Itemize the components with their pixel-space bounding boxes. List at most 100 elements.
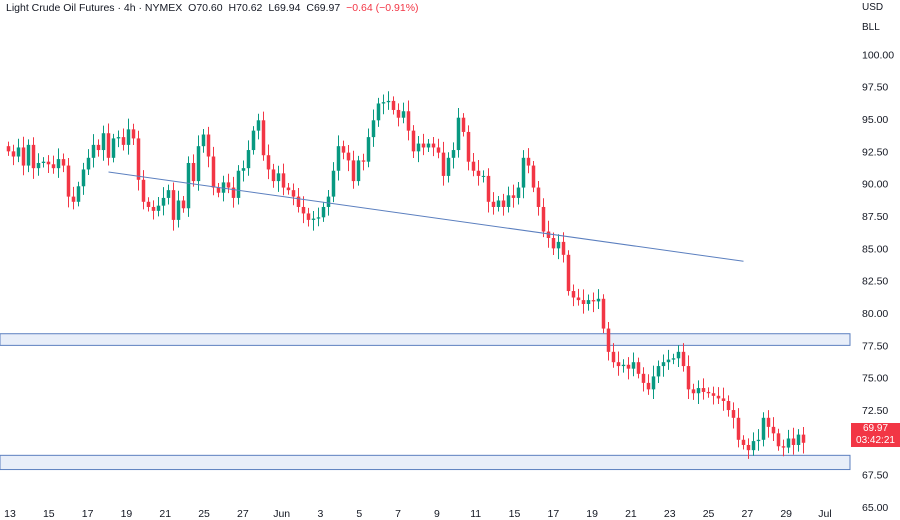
candle[interactable] — [371, 109, 376, 147]
candle[interactable] — [446, 152, 451, 183]
candle[interactable] — [111, 133, 116, 163]
candle[interactable] — [726, 395, 731, 417]
candle[interactable] — [491, 192, 496, 215]
candle[interactable] — [301, 196, 306, 224]
candle[interactable] — [561, 232, 566, 263]
candle[interactable] — [341, 140, 346, 160]
candle[interactable] — [671, 353, 676, 365]
candle[interactable] — [331, 162, 336, 203]
candle[interactable] — [256, 113, 261, 140]
candle[interactable] — [436, 138, 441, 159]
candle[interactable] — [506, 186, 511, 213]
candle[interactable] — [311, 210, 316, 231]
candle[interactable] — [771, 417, 776, 441]
candle[interactable] — [611, 343, 616, 368]
candle[interactable] — [391, 96, 396, 115]
candle[interactable] — [401, 102, 406, 124]
candle[interactable] — [306, 207, 311, 227]
candle[interactable] — [501, 193, 506, 216]
candle[interactable] — [31, 137, 36, 179]
candle[interactable] — [551, 232, 556, 255]
candle[interactable] — [106, 123, 111, 166]
candle[interactable] — [751, 432, 756, 456]
candle[interactable] — [266, 144, 271, 180]
candle[interactable] — [791, 427, 796, 455]
candle[interactable] — [736, 408, 741, 448]
candle[interactable] — [91, 134, 96, 168]
candle[interactable] — [786, 429, 791, 454]
candle[interactable] — [511, 184, 516, 208]
candle[interactable] — [66, 157, 71, 208]
candle[interactable] — [716, 387, 721, 404]
candle[interactable] — [661, 354, 666, 377]
candle[interactable] — [586, 294, 591, 311]
candle[interactable] — [206, 126, 211, 168]
candle[interactable] — [471, 153, 476, 177]
candle[interactable] — [796, 429, 801, 452]
candle[interactable] — [121, 128, 126, 151]
candle[interactable] — [516, 182, 521, 205]
candle[interactable] — [571, 284, 576, 307]
candle[interactable] — [291, 183, 296, 206]
candle[interactable] — [761, 412, 766, 447]
candle[interactable] — [26, 139, 31, 173]
candle[interactable] — [746, 438, 751, 459]
candle[interactable] — [651, 365, 656, 400]
candle[interactable] — [396, 103, 401, 127]
candle[interactable] — [101, 125, 106, 161]
candle[interactable] — [186, 156, 191, 217]
candle[interactable] — [136, 130, 141, 191]
candle[interactable] — [366, 128, 371, 168]
candle[interactable] — [81, 162, 86, 195]
candle[interactable] — [251, 126, 256, 155]
candle[interactable] — [211, 146, 216, 196]
candle[interactable] — [801, 426, 806, 454]
candle[interactable] — [216, 183, 221, 198]
candle[interactable] — [286, 183, 291, 195]
candle[interactable] — [276, 165, 281, 192]
candle[interactable] — [376, 97, 381, 127]
candle[interactable] — [741, 435, 746, 450]
candle[interactable] — [141, 170, 146, 210]
candle[interactable] — [166, 184, 171, 205]
candle[interactable] — [456, 108, 461, 158]
candle[interactable] — [161, 187, 166, 216]
candle[interactable] — [406, 100, 411, 141]
candle[interactable] — [126, 118, 131, 155]
candle[interactable] — [361, 153, 366, 171]
candle[interactable] — [86, 149, 91, 176]
candle[interactable] — [696, 380, 701, 404]
candle[interactable] — [411, 125, 416, 158]
candle[interactable] — [701, 378, 706, 400]
candle[interactable] — [521, 150, 526, 199]
candle[interactable] — [666, 349, 671, 370]
candle[interactable] — [21, 136, 26, 176]
candle[interactable] — [171, 182, 176, 231]
candle[interactable] — [11, 144, 16, 166]
candle[interactable] — [596, 289, 601, 310]
candle[interactable] — [181, 195, 186, 213]
candle[interactable] — [461, 113, 466, 137]
candle[interactable] — [16, 138, 21, 163]
candle[interactable] — [231, 176, 236, 208]
candle[interactable] — [36, 153, 41, 176]
candle[interactable] — [466, 125, 471, 171]
candle[interactable] — [591, 292, 596, 313]
candle[interactable] — [481, 170, 486, 183]
candle[interactable] — [756, 429, 761, 451]
candle[interactable] — [691, 383, 696, 400]
candle[interactable] — [646, 374, 651, 395]
candle[interactable] — [6, 141, 11, 156]
candle[interactable] — [601, 294, 606, 334]
candle[interactable] — [766, 410, 771, 438]
candle[interactable] — [146, 197, 151, 212]
candle[interactable] — [476, 160, 481, 186]
candle[interactable] — [336, 135, 341, 181]
candle[interactable] — [271, 163, 276, 188]
candle[interactable] — [496, 195, 501, 212]
candle[interactable] — [321, 202, 326, 222]
candle[interactable] — [636, 357, 641, 379]
candle[interactable] — [261, 111, 266, 161]
candle[interactable] — [616, 351, 621, 376]
